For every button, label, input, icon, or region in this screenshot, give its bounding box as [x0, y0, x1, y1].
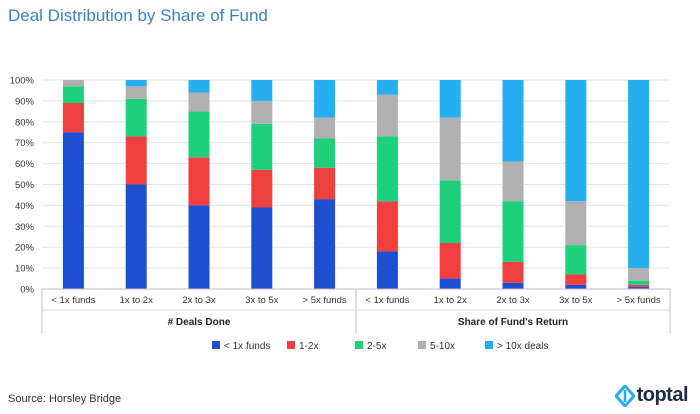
- bar-segment: [376, 80, 398, 95]
- bar-segment: [565, 284, 587, 289]
- legend-label: 1-2x: [299, 341, 318, 352]
- bar-segment: [62, 102, 84, 133]
- bar-segment: [439, 180, 461, 244]
- y-tick-label: 20%: [15, 243, 35, 254]
- bar-segment: [188, 92, 210, 112]
- bar-segment: [125, 86, 147, 99]
- bar-segment: [502, 161, 524, 202]
- y-tick-label: 50%: [15, 180, 35, 191]
- x-tick-label: 1x to 2x: [120, 295, 154, 306]
- bar-segment: [439, 117, 461, 181]
- legend-swatch: [485, 341, 493, 349]
- x-tick-label: 1x to 2x: [434, 295, 468, 306]
- bar-segment: [628, 284, 650, 287]
- bar-segment: [628, 280, 650, 285]
- bar-segment: [188, 111, 210, 158]
- group-label: # Deals Done: [168, 317, 231, 328]
- legend-label: 2-5x: [367, 341, 386, 352]
- y-tick-label: 90%: [15, 96, 35, 107]
- bar-segment: [188, 157, 210, 206]
- y-tick-label: 60%: [15, 159, 35, 170]
- bar-segment: [251, 80, 273, 101]
- y-tick-label: 40%: [15, 201, 35, 212]
- bar-segment: [188, 205, 210, 289]
- bar-segment: [628, 268, 650, 281]
- bar-segment: [376, 136, 398, 202]
- bar-segment: [439, 243, 461, 279]
- bar-segment: [125, 136, 147, 185]
- bar-segment: [125, 80, 147, 87]
- x-tick-label: 2x to 3x: [496, 295, 530, 306]
- x-tick-label: 2x to 3x: [182, 295, 216, 306]
- legend-swatch: [418, 341, 426, 349]
- bar-segment: [502, 282, 524, 289]
- brand-name: toptal: [636, 384, 689, 406]
- bar-segment: [565, 274, 587, 285]
- legend-swatch: [287, 341, 295, 349]
- legend-label: < 1x funds: [224, 341, 270, 352]
- legend-swatch: [212, 341, 220, 349]
- x-tick-label: 3x to 5x: [245, 295, 279, 306]
- bar-segment: [251, 100, 273, 124]
- bar-segment: [251, 169, 273, 208]
- bar-segment: [628, 286, 650, 289]
- y-tick-label: 80%: [15, 117, 35, 128]
- chart-title: Deal Distribution by Share of Fund: [8, 6, 268, 25]
- legend-swatch: [355, 341, 363, 349]
- bar-segment: [502, 261, 524, 283]
- bar-segment: [125, 184, 147, 289]
- bar-segment: [314, 80, 336, 118]
- bar-segment: [628, 80, 650, 269]
- bar-segment: [62, 80, 84, 87]
- bar-segment: [502, 201, 524, 262]
- bar-segment: [565, 80, 587, 202]
- y-tick-label: 70%: [15, 138, 35, 149]
- brand-logo: toptal: [614, 384, 689, 407]
- y-tick-label: 10%: [15, 264, 35, 275]
- bar-segment: [314, 117, 336, 139]
- bar-segment: [376, 201, 398, 252]
- bar-segment: [314, 138, 336, 168]
- source-note: Source: Horsley Bridge: [8, 393, 122, 405]
- bar-segment: [502, 80, 524, 162]
- bar-segment: [565, 245, 587, 275]
- x-tick-label: > 5x funds: [303, 295, 347, 306]
- y-tick-label: 100%: [10, 76, 35, 87]
- x-tick-label: < 1x funds: [365, 295, 409, 306]
- bar-segment: [125, 98, 147, 137]
- bar-segment: [439, 278, 461, 289]
- bar-segment: [62, 86, 84, 103]
- legend-label: > 10x deals: [497, 341, 548, 352]
- bar-segment: [376, 251, 398, 289]
- bar-segment: [565, 201, 587, 246]
- bar-segment: [376, 94, 398, 137]
- bar-segment: [314, 199, 336, 289]
- toptal-logo-icon: [614, 384, 635, 407]
- x-tick-label: 3x to 5x: [559, 295, 593, 306]
- bar-segment: [188, 80, 210, 93]
- bar-segment: [251, 123, 273, 170]
- x-tick-label: > 5x funds: [617, 295, 661, 306]
- bar-segment: [439, 80, 461, 118]
- bar-segment: [251, 207, 273, 289]
- y-tick-label: 0%: [20, 285, 34, 296]
- bar-segment: [62, 132, 84, 289]
- legend-label: 5-10x: [430, 341, 455, 352]
- y-tick-label: 30%: [15, 222, 35, 233]
- x-tick-label: < 1x funds: [51, 295, 95, 306]
- group-label: Share of Fund's Return: [458, 317, 568, 328]
- bar-segment: [314, 167, 336, 200]
